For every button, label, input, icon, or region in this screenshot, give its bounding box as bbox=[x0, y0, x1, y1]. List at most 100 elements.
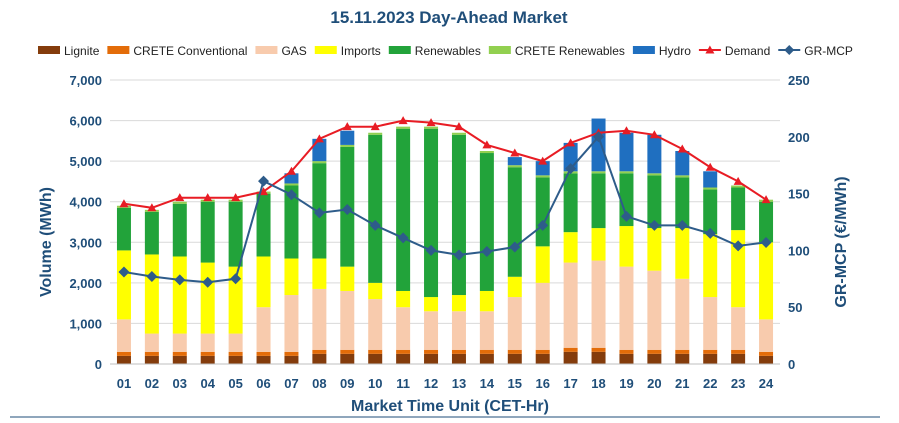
mcp-point bbox=[313, 207, 325, 219]
mcp-point bbox=[174, 274, 186, 286]
demand-point bbox=[119, 199, 129, 208]
bar-segment bbox=[368, 132, 383, 135]
bar-segment bbox=[228, 333, 243, 352]
bar-segment bbox=[312, 349, 327, 354]
bar-segment bbox=[647, 349, 662, 354]
bar-segment bbox=[759, 351, 774, 356]
x-tick-label: 06 bbox=[256, 376, 270, 391]
bar-segment bbox=[591, 260, 606, 348]
bar-segment bbox=[312, 288, 327, 350]
bar-segment bbox=[396, 290, 411, 308]
bar-segment bbox=[116, 207, 131, 251]
demand-point bbox=[231, 193, 241, 202]
demand-point bbox=[203, 193, 213, 202]
legend-swatch bbox=[388, 46, 411, 54]
bar-segment bbox=[396, 349, 411, 354]
bar-segment bbox=[368, 134, 383, 283]
bar-segment bbox=[368, 349, 383, 354]
bar-segment bbox=[451, 353, 466, 364]
mcp-point bbox=[285, 189, 297, 201]
bar-segment bbox=[619, 349, 634, 354]
x-tick-label: 20 bbox=[647, 376, 661, 391]
mcp-point bbox=[146, 271, 158, 283]
bar-segment bbox=[256, 351, 271, 356]
x-tick-label: 17 bbox=[563, 376, 577, 391]
legend-swatch bbox=[314, 46, 337, 54]
demand-point bbox=[259, 187, 269, 196]
bar-segment bbox=[731, 307, 746, 350]
bar-segment bbox=[703, 353, 718, 364]
bar-segment bbox=[647, 353, 662, 364]
legend: Lignite CRETE Conventional GAS Imports Renew… bbox=[38, 44, 853, 58]
bar-segment bbox=[675, 151, 690, 176]
bar-segment bbox=[619, 266, 634, 350]
x-tick-label: 15 bbox=[508, 376, 522, 391]
bar-segment bbox=[591, 173, 606, 229]
bar-segment bbox=[479, 353, 494, 364]
bar-segment bbox=[535, 177, 550, 247]
bar-segment bbox=[396, 307, 411, 350]
bar-segment bbox=[396, 128, 411, 291]
bar-segment bbox=[144, 211, 159, 255]
bar-segment bbox=[731, 349, 746, 354]
mcp-point bbox=[258, 175, 270, 187]
bar-segment bbox=[200, 351, 215, 356]
x-tick-label: 02 bbox=[145, 376, 159, 391]
demand-point bbox=[677, 144, 687, 153]
legend-swatch bbox=[255, 46, 278, 54]
line-series bbox=[118, 116, 772, 288]
bar-segment bbox=[340, 130, 355, 145]
x-tick-label: 10 bbox=[368, 376, 382, 391]
bar-segment bbox=[116, 351, 131, 356]
bar-segment bbox=[675, 349, 690, 354]
y2-tick-label: 100 bbox=[788, 243, 810, 258]
bar-segment bbox=[340, 144, 355, 147]
bar-segment bbox=[675, 353, 690, 364]
bar-segment bbox=[731, 187, 746, 231]
series-line bbox=[123, 119, 767, 209]
bar-segment bbox=[312, 161, 327, 164]
bar-segment bbox=[256, 256, 271, 308]
x-tick-label: 07 bbox=[284, 376, 298, 391]
y2-axis-title: GR-MCP (€/MWh) bbox=[833, 176, 850, 307]
bar-segment bbox=[619, 226, 634, 267]
legend-label: CRETE Renewables bbox=[515, 44, 625, 58]
bar-segment bbox=[675, 177, 690, 229]
bar-segment bbox=[675, 175, 690, 178]
mcp-point bbox=[760, 236, 772, 248]
demand-point bbox=[733, 176, 743, 185]
bar-segment bbox=[144, 351, 159, 356]
mcp-point bbox=[341, 204, 353, 216]
demand-point bbox=[426, 118, 436, 127]
bar-segment bbox=[647, 270, 662, 350]
mcp-point bbox=[537, 219, 549, 231]
mcp-point bbox=[676, 219, 688, 231]
bar-segment bbox=[116, 355, 131, 364]
bar-segment bbox=[116, 250, 131, 320]
bar-segment bbox=[396, 126, 411, 129]
bar-segment bbox=[284, 258, 299, 296]
bar-segment bbox=[507, 276, 522, 298]
demand-point bbox=[370, 122, 380, 131]
demand-point bbox=[649, 130, 659, 139]
x-tick-label: 11 bbox=[396, 376, 410, 391]
demand-point bbox=[398, 116, 408, 125]
y-tick-label: 1,000 bbox=[69, 316, 102, 331]
bar-segment bbox=[200, 262, 215, 334]
bar-segment bbox=[703, 234, 718, 298]
legend-label: GR-MCP bbox=[804, 44, 853, 58]
mcp-point bbox=[397, 232, 409, 244]
stacked-bars bbox=[116, 118, 774, 364]
bar-segment bbox=[703, 189, 718, 235]
bar-segment bbox=[200, 355, 215, 364]
bar-segment bbox=[563, 173, 578, 233]
bar-segment bbox=[535, 175, 550, 178]
bar-segment bbox=[172, 256, 187, 334]
y-tick-label: 7,000 bbox=[69, 73, 102, 88]
bar-segment bbox=[591, 171, 606, 174]
y2-tick-label: 50 bbox=[788, 300, 802, 315]
bar-segment bbox=[479, 290, 494, 312]
y-tick-label: 5,000 bbox=[69, 154, 102, 169]
bar-segment bbox=[396, 353, 411, 364]
